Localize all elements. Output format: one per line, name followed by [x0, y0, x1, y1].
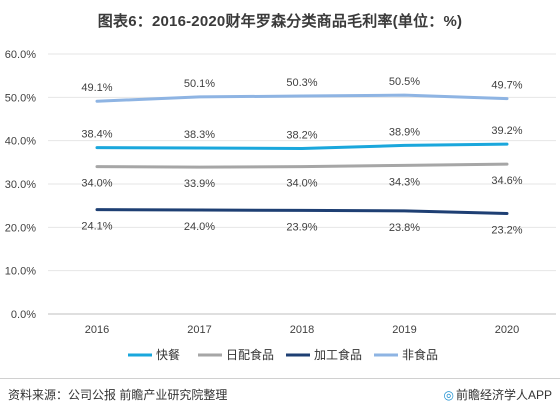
series-line-日配食品 [95, 162, 509, 169]
line-chart: 0.0%10.0%20.0%30.0%40.0%50.0%60.0% 2016 2… [5, 49, 556, 362]
data-label: 24.0% [184, 221, 215, 233]
x-tick-label: 2017 [187, 324, 211, 336]
data-label: 38.2% [286, 129, 317, 141]
legend-label: 快餐 [156, 347, 180, 362]
legend-label: 日配食品 [226, 347, 274, 362]
data-label: 49.1% [81, 82, 112, 94]
x-tick-label: 2020 [495, 324, 519, 336]
data-label: 33.9% [184, 178, 215, 190]
x-tick-label: 2016 [85, 324, 109, 336]
brand-logo-icon: ◎ [443, 388, 454, 402]
series-line-快餐 [95, 142, 509, 150]
data-label: 50.3% [286, 77, 317, 89]
data-label: 50.1% [184, 78, 215, 90]
legend-label: 加工食品 [314, 347, 362, 362]
data-label: 23.2% [491, 224, 522, 236]
series-lines [95, 93, 509, 215]
source-note: 资料来源：公司公报 前瞻产业研究院整理 [8, 388, 228, 402]
data-label: 34.3% [389, 176, 420, 188]
data-label: 38.3% [184, 129, 215, 141]
data-label: 34.0% [81, 178, 112, 190]
data-label: 39.2% [491, 125, 522, 137]
data-labels: 38.4% 38.3% 38.2% 38.9% 39.2% 34.0% 33.9% 34.0%… [81, 76, 522, 236]
series-line-加工食品 [95, 208, 509, 215]
y-tick-label: 20.0% [5, 222, 36, 234]
brand-name: 前瞻经济学人APP [455, 388, 552, 402]
data-label: 24.1% [81, 221, 112, 233]
data-label: 50.5% [389, 76, 420, 88]
grid-lines [48, 53, 556, 315]
data-label: 34.6% [491, 175, 522, 187]
y-tick-label: 40.0% [5, 136, 36, 148]
data-label: 38.9% [389, 126, 420, 138]
y-tick-label: 30.0% [5, 179, 36, 191]
data-label: 49.7% [491, 80, 522, 92]
chart-title: 图表6：2016-2020财年罗森分类商品毛利率(单位：%) [97, 13, 463, 30]
y-tick-label: 60.0% [5, 49, 36, 61]
x-tick-label: 2018 [290, 324, 314, 336]
data-label: 38.4% [81, 129, 112, 141]
brand-footer: ◎ 前瞻经济学人APP [444, 386, 553, 403]
series-line-非食品 [95, 93, 509, 103]
legend-label: 非食品 [402, 347, 438, 362]
x-tick-label: 2019 [392, 324, 416, 336]
x-axis-ticks: 2016 2017 2018 2019 2020 [85, 324, 519, 336]
y-axis-ticks: 0.0% 10.0% 20.0% 30.0% 40.0% 50.0% 60.0% [5, 49, 36, 321]
y-tick-label: 50.0% [5, 92, 36, 104]
data-label: 23.8% [389, 222, 420, 234]
legend: 快餐 日配食品 加工食品 非食品 [128, 347, 438, 362]
data-label: 23.9% [286, 221, 317, 233]
data-label: 34.0% [286, 178, 317, 190]
footer-divider [0, 378, 560, 379]
y-tick-label: 0.0% [11, 309, 36, 321]
y-tick-label: 10.0% [5, 266, 36, 278]
